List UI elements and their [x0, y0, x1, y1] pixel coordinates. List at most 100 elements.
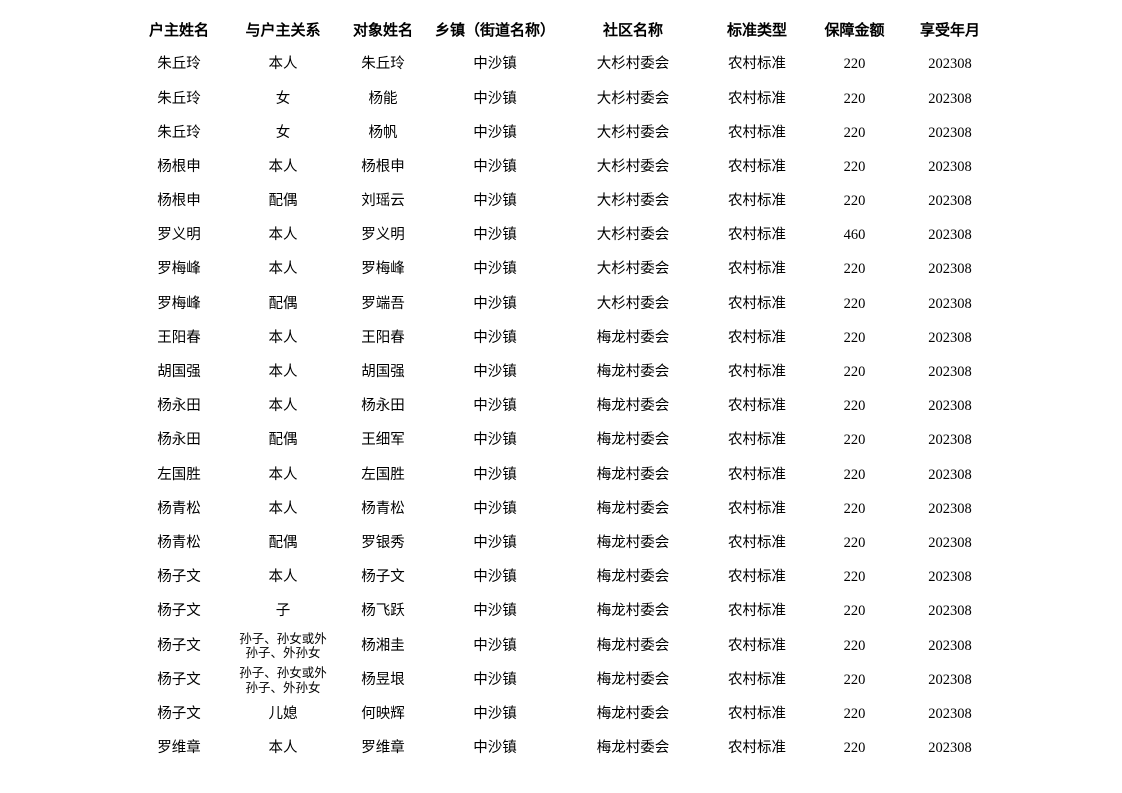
cell-person: 杨湘圭	[361, 637, 405, 654]
cell-relation: 本人	[268, 56, 298, 73]
cell-person: 杨子文	[361, 569, 405, 586]
cell-person: 杨帆	[368, 124, 398, 141]
cell-amount: 220	[843, 637, 866, 654]
table-row: 杨永田 本人 杨永田 中沙镇 梅龙村委会 农村标准 220 202308	[127, 390, 998, 424]
cell-community: 大杉村委会	[596, 295, 670, 312]
table-row: 罗梅峰 配偶 罗端吾 中沙镇 大杉村委会 农村标准 220 202308	[127, 288, 998, 322]
cell-period: 202308	[928, 534, 972, 551]
cell-standard_type: 农村标准	[728, 466, 786, 483]
cell-community: 梅龙村委会	[596, 603, 670, 620]
cell-amount: 220	[843, 671, 866, 688]
cell-relation-text: 孙子、孙女或外孙子、外孙女	[239, 632, 327, 661]
cell-householder: 罗梅峰	[157, 295, 201, 312]
cell-community: 梅龙村委会	[596, 671, 670, 688]
cell-amount: 220	[843, 740, 866, 757]
cell-amount: 220	[843, 261, 866, 278]
cell-householder: 杨子文	[157, 671, 201, 688]
table-row: 杨永田 配偶 王细军 中沙镇 梅龙村委会 农村标准 220 202308	[127, 424, 998, 458]
column-header-standard_type: 标准类型	[726, 22, 787, 39]
cell-householder: 朱丘玲	[157, 124, 201, 141]
cell-standard_type: 农村标准	[728, 364, 786, 380]
cell-person: 杨昱垠	[361, 671, 405, 688]
cell-township: 中沙镇	[473, 569, 517, 586]
cell-standard_type: 农村标准	[728, 671, 786, 688]
cell-community: 梅龙村委会	[596, 705, 670, 722]
cell-community: 梅龙村委会	[596, 398, 670, 415]
cell-relation: 本人	[268, 398, 298, 415]
cell-person: 罗端吾	[361, 295, 405, 312]
cell-standard_type: 农村标准	[728, 534, 786, 551]
cell-amount: 220	[843, 603, 866, 620]
cell-amount: 220	[843, 158, 866, 175]
cell-relation: 本人	[268, 364, 298, 380]
cell-householder: 胡国强	[157, 364, 201, 380]
column-header-householder: 户主姓名	[148, 22, 209, 39]
cell-standard_type: 农村标准	[728, 261, 786, 278]
cell-relation: 儿媳	[268, 705, 298, 722]
cell-period: 202308	[928, 193, 972, 210]
cell-relation: 本人	[268, 227, 298, 244]
table-row: 杨子文 子 杨飞跃 中沙镇 梅龙村委会 农村标准 220 202308	[127, 595, 998, 629]
cell-period: 202308	[928, 158, 972, 175]
cell-amount: 220	[843, 295, 866, 312]
cell-person: 杨根申	[361, 158, 405, 175]
table-row: 朱丘玲 本人 朱丘玲 中沙镇 大杉村委会 农村标准 220 202308	[127, 48, 998, 82]
cell-householder: 杨青松	[157, 500, 201, 517]
cell-township: 中沙镇	[473, 124, 517, 141]
table-row: 杨根申 本人 杨根申 中沙镇 大杉村委会 农村标准 220 202308	[127, 151, 998, 185]
cell-community: 梅龙村委会	[596, 569, 670, 586]
cell-relation: 配偶	[268, 534, 298, 551]
cell-period: 202308	[928, 500, 972, 517]
cell-householder: 杨子文	[157, 603, 201, 620]
cell-township: 中沙镇	[473, 740, 517, 757]
column-header-person: 对象姓名	[352, 22, 413, 39]
cell-person: 胡国强	[361, 364, 405, 380]
cell-amount: 460	[843, 227, 866, 244]
cell-householder: 罗义明	[157, 227, 201, 244]
table-row: 罗维章 本人 罗维章 中沙镇 梅龙村委会 农村标准 220 202308	[127, 732, 998, 766]
cell-period: 202308	[928, 364, 972, 380]
cell-relation: 本人	[268, 261, 298, 278]
cell-community: 大杉村委会	[596, 227, 670, 244]
cell-person: 罗银秀	[361, 534, 405, 551]
cell-person: 刘瑶云	[361, 193, 405, 210]
cell-standard_type: 农村标准	[728, 295, 786, 312]
table-row: 杨子文 孙子、孙女或外孙子、外孙女 杨湘圭 中沙镇 梅龙村委会 农村标准 220 202308	[127, 629, 998, 663]
cell-period: 202308	[928, 603, 972, 620]
cell-community: 大杉村委会	[596, 56, 670, 73]
cell-standard_type: 农村标准	[728, 193, 786, 210]
cell-standard_type: 农村标准	[728, 329, 786, 346]
cell-community: 梅龙村委会	[596, 466, 670, 483]
cell-householder: 杨子文	[157, 705, 201, 722]
cell-community: 梅龙村委会	[596, 329, 670, 346]
cell-householder: 左国胜	[157, 466, 201, 483]
cell-householder: 王阳春	[157, 329, 201, 346]
cell-standard_type: 农村标准	[728, 637, 786, 654]
cell-township: 中沙镇	[473, 329, 517, 346]
table-row: 杨子文 儿媳 何映辉 中沙镇 梅龙村委会 农村标准 220 202308	[127, 698, 998, 732]
column-header-relation: 与户主关系	[245, 22, 321, 39]
cell-township: 中沙镇	[473, 261, 517, 278]
cell-relation: 本人	[268, 500, 298, 517]
table-row: 杨青松 配偶 罗银秀 中沙镇 梅龙村委会 农村标准 220 202308	[127, 527, 998, 561]
cell-person: 罗梅峰	[361, 261, 405, 278]
cell-relation: 孙子、孙女或外孙子、外孙女	[231, 664, 335, 698]
cell-standard_type: 农村标准	[728, 740, 786, 757]
cell-township: 中沙镇	[473, 637, 517, 654]
cell-township: 中沙镇	[473, 295, 517, 312]
table-row: 杨子文 孙子、孙女或外孙子、外孙女 杨昱垠 中沙镇 梅龙村委会 农村标准 220 202308	[127, 664, 998, 698]
cell-period: 202308	[928, 671, 972, 688]
cell-relation: 本人	[268, 158, 298, 175]
cell-township: 中沙镇	[473, 227, 517, 244]
cell-householder: 朱丘玲	[157, 56, 201, 73]
cell-period: 202308	[928, 90, 972, 107]
column-header-township: 乡镇（街道名称）	[434, 22, 555, 39]
cell-township: 中沙镇	[473, 500, 517, 517]
cell-township: 中沙镇	[473, 466, 517, 483]
cell-person: 杨永田	[361, 398, 405, 415]
cell-township: 中沙镇	[473, 193, 517, 210]
cell-amount: 220	[843, 193, 866, 210]
table-row: 罗梅峰 本人 罗梅峰 中沙镇 大杉村委会 农村标准 220 202308	[127, 253, 998, 287]
cell-relation-text: 孙子、孙女或外孙子、外孙女	[239, 666, 327, 695]
cell-householder: 杨子文	[157, 569, 201, 586]
